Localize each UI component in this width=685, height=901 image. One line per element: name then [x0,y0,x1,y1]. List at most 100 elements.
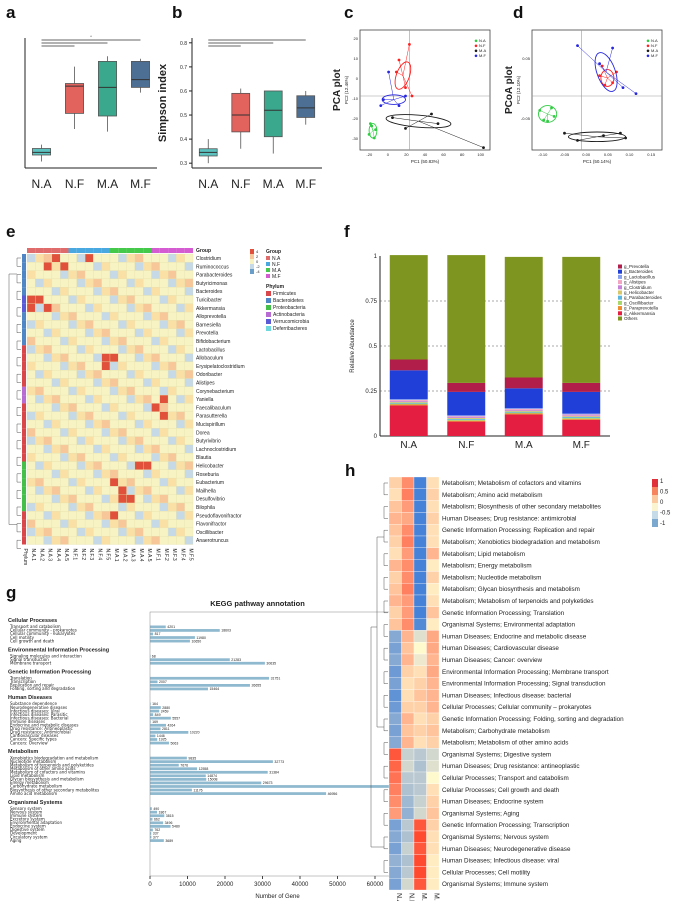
heatmap-cell [51,428,61,437]
heatmap-cell [126,320,136,329]
bar-Infectious diseases: Parasitic [150,713,154,716]
heatmap-cell [43,444,53,454]
heatmap-cell [426,677,440,690]
y-tick-label: -10 [352,96,359,101]
legend-swatch [618,274,622,279]
heatmap-cell [35,527,44,537]
heatmap-cell [143,394,152,404]
bar-Biosynthesis of other secondary metabolites [150,788,192,792]
heatmap-cell [93,370,102,379]
heatmap-cell [176,287,185,296]
heatmap-cell [134,519,144,529]
dendrogram-branch [383,789,388,802]
heatmap-cell [143,295,152,304]
heatmap-cell [184,345,194,354]
heatmap-cell [413,866,427,879]
heatmap-cell [60,486,69,495]
heatmap-cell [176,262,185,271]
heatmap-cell [93,444,102,454]
heatmap-cell [159,469,169,479]
y-tick-label: 0.5 [180,113,187,119]
panel-label-h: h [345,461,355,480]
centroid-spoke [405,120,419,129]
heatmap-cell [93,477,102,487]
stacked-segment-Others [447,255,486,383]
stacked-segment-g_Helicobacter [504,410,543,412]
heatmap-cell [176,511,185,520]
heatmap-cell [134,345,144,354]
heatmap-cell [60,394,69,404]
phylum-annotation-cell [22,486,26,495]
heatmap-cell [35,320,44,329]
bar-value-label: 18603 [221,629,231,633]
bar-Development [150,832,152,835]
heatmap-cell [93,320,102,329]
legend-marker-M.A [646,49,650,53]
heatmap-cell [35,361,44,371]
heatmap-cell [43,436,53,446]
heatmap-cell [118,403,127,412]
legend-phylum-swatch [266,326,271,331]
row-label: Metabolism; Biosynthesis of other second… [442,504,601,511]
pathway-label: Transcription [9,679,36,684]
row-label: Environmental Information Processing; Si… [442,681,606,688]
bar-value-label: 46956 [328,792,338,796]
row-label: Human Diseases; Drug resistance: antineo… [442,763,580,770]
heatmap-cell [184,336,194,346]
pathway-label: Endocrine and metabolic diseases [10,723,78,728]
panel-f-stacked-bar: Relative Abundance 0 0.25 0.5 0.75 1 N.A N.F M.A… [350,254,663,451]
stacked-segment-g_Paraprevotella [389,404,428,406]
heatmap-cell [184,303,194,313]
legend-label: g_Akkermansia [624,311,656,316]
heatmap-cell [151,253,160,263]
heatmap-cell [426,524,440,537]
group-annotation-cell [159,248,169,253]
heatmap-cell [26,386,36,396]
heatmap-cell [167,469,177,479]
heatmap-cell [118,486,127,495]
heatmap-cell [109,536,119,545]
heatmap-cell [76,428,86,437]
heatmap-cell [43,511,53,520]
box-N.F [231,92,251,133]
row-label: Cellular Processes; Transport and catabo… [442,775,569,782]
heatmap-cell [118,287,127,296]
heatmap-cell [118,519,127,529]
heatmap-cell [43,494,53,504]
stacked-segment-g_Akkermansia [447,421,486,436]
sample-point [611,81,614,85]
heatmap-cell [126,336,136,346]
pathway-label: Replication and repair [10,683,54,688]
heatmap-cell [101,303,111,313]
heatmap-cell [26,345,36,354]
centroid-spoke [596,136,626,139]
heatmap-cell [426,500,440,513]
heatmap-cell [68,386,77,396]
sample-point [624,136,627,140]
x-tick-label: 50000 [329,882,346,888]
heatmap-cell [26,486,36,495]
dendrogram-branch [16,523,21,533]
heatmap-cell [184,444,194,454]
heatmap-cell [118,444,127,454]
heatmap-cell [388,736,402,749]
heatmap-cell [109,253,119,263]
heatmap-cell [76,353,86,363]
heatmap-cell [51,453,61,462]
heatmap-cell [126,461,136,470]
heatmap-cell [413,535,427,548]
heatmap-cell [126,411,136,421]
heatmap-cell [151,436,160,446]
heatmap-cell [126,287,136,296]
heatmap-cell [118,536,127,545]
heatmap-cell [167,353,177,363]
row-label: Organismal Systems; Aging [442,810,520,817]
row-label: Metabolism; Metabolism of terpenoids and… [442,598,594,605]
heatmap-cell [43,253,53,263]
heatmap-cell [93,394,102,404]
sample-point [546,119,549,123]
heatmap-cell [68,411,77,421]
heatmap-cell [118,278,127,288]
bar-Endocrine system [150,825,171,828]
heatmap-cell [143,311,152,321]
